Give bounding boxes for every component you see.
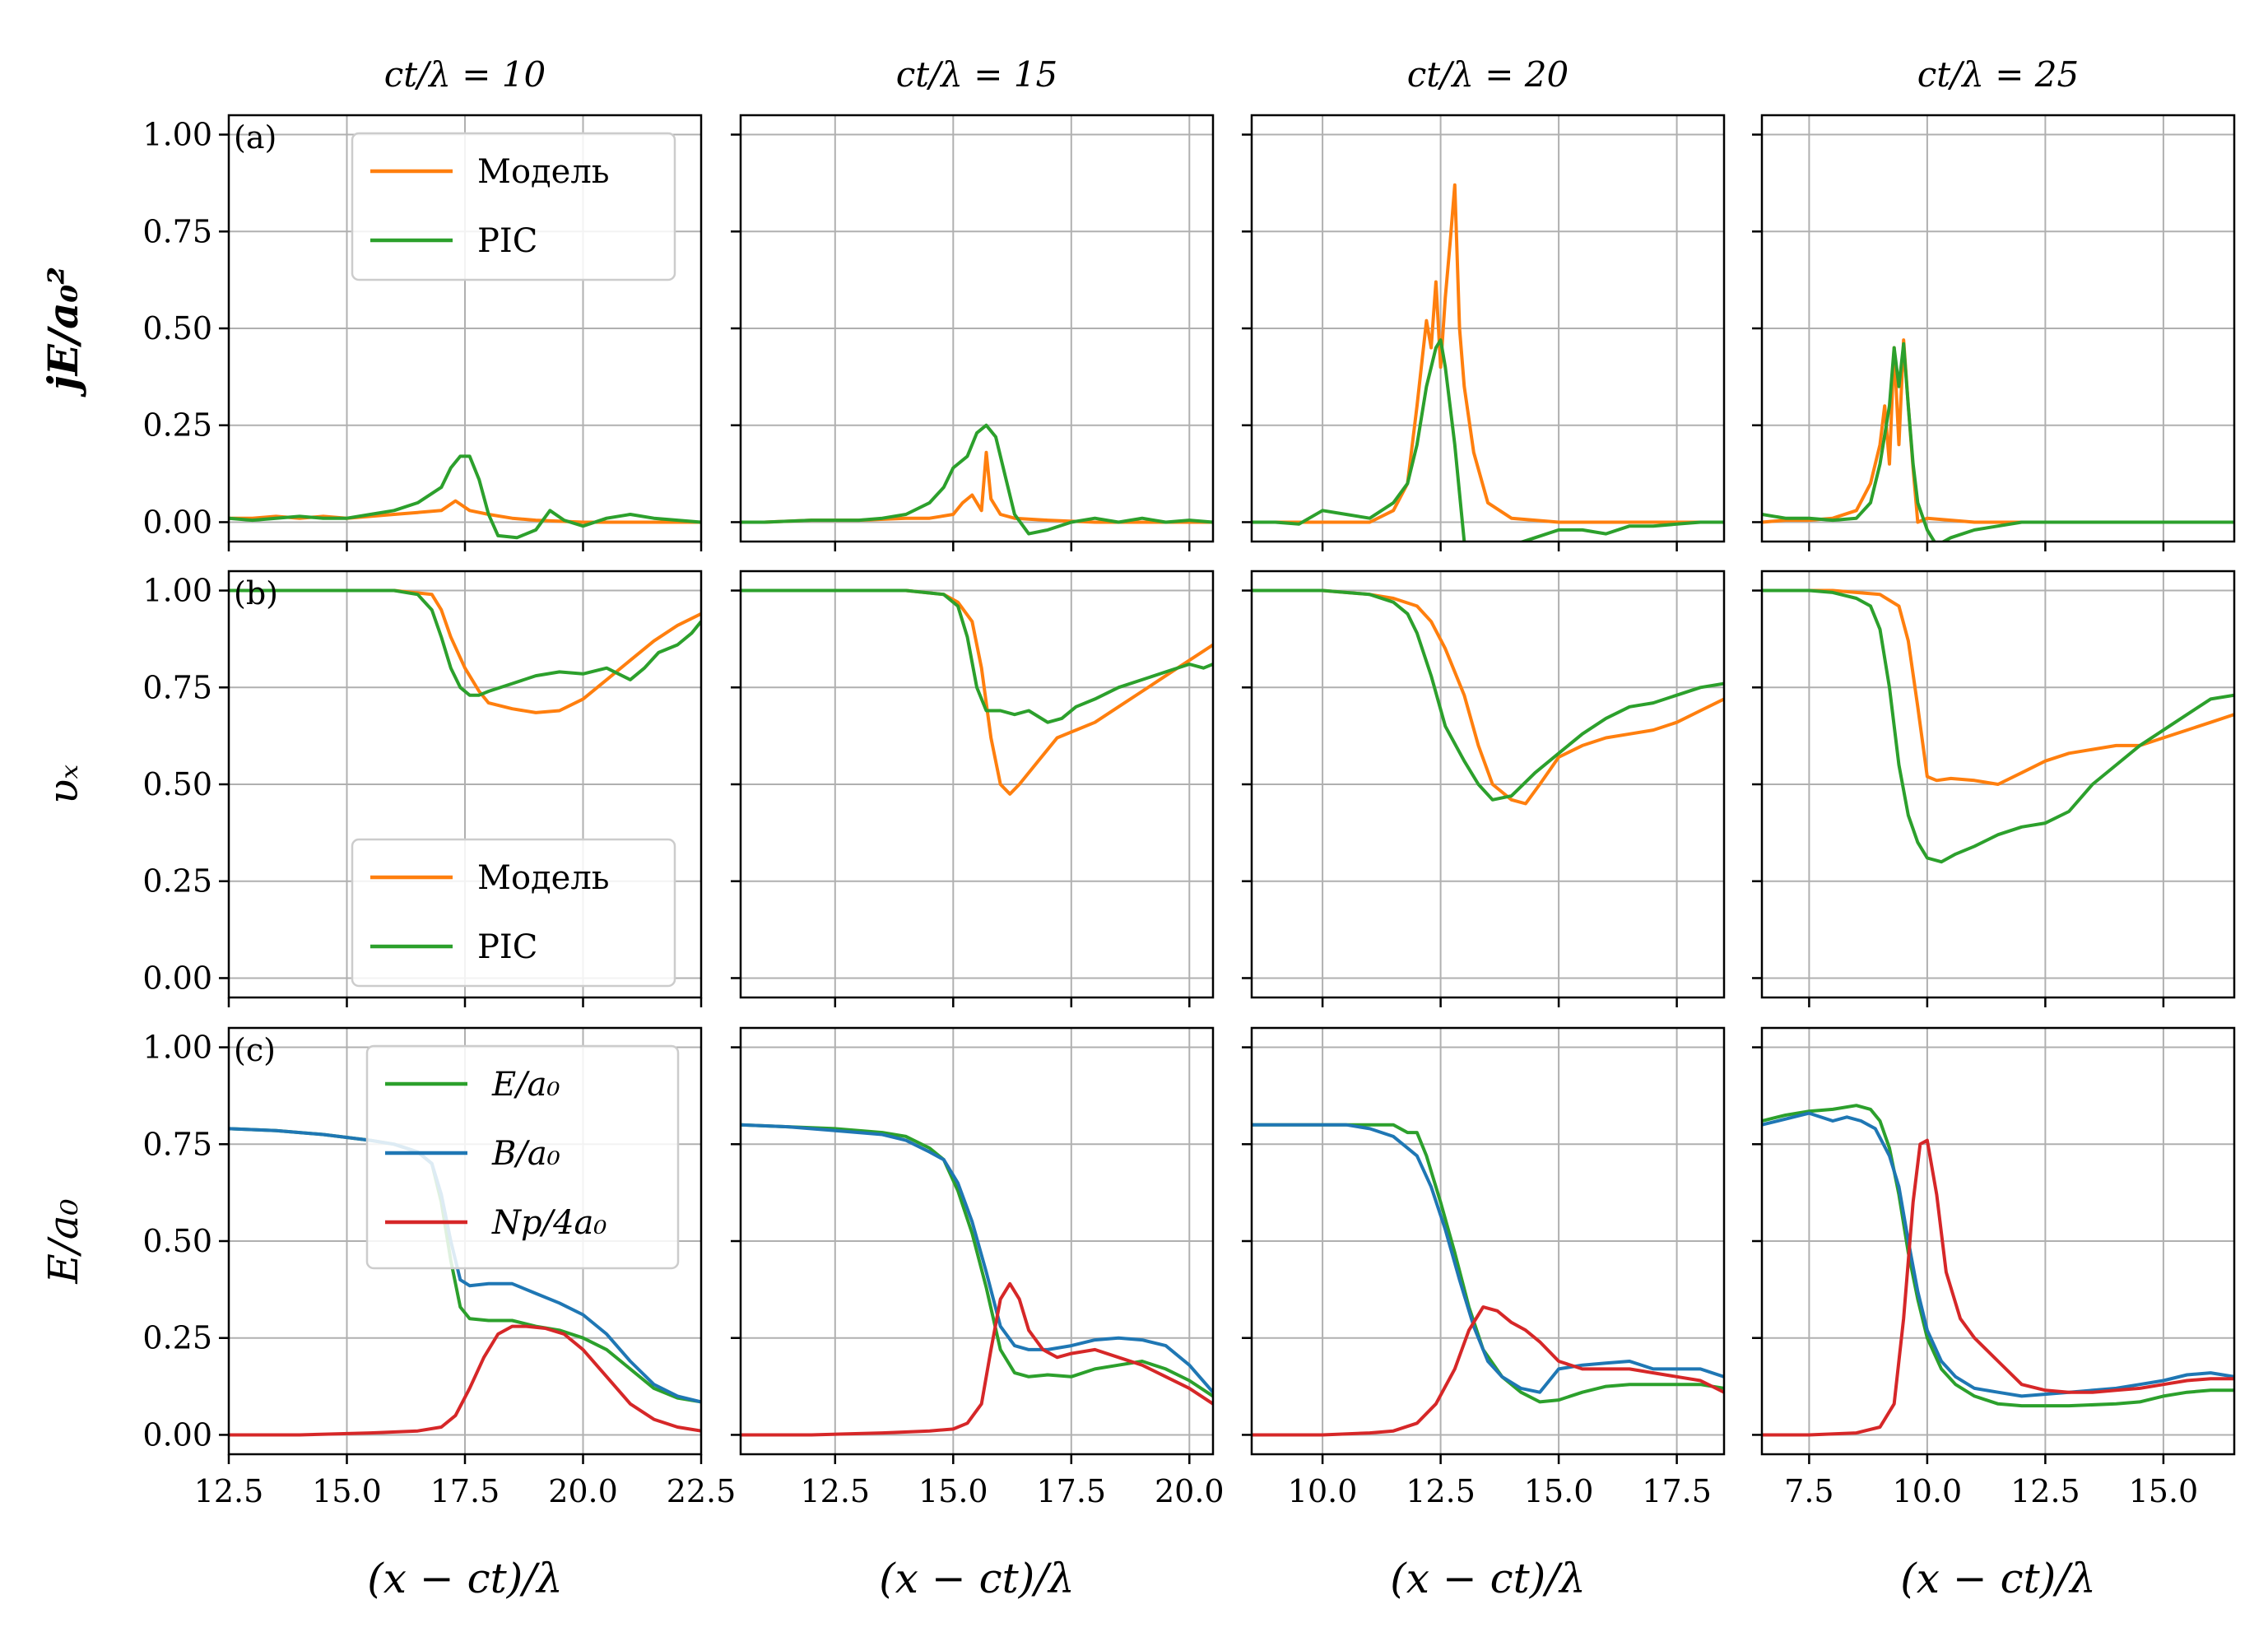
panel-r2-c0: 12.5 15.0 17.5 20.0 22.5 0.00 0.25 0.50 0.75 1.00… <box>142 1026 737 1509</box>
y-tick-label: 1.00 <box>142 1030 212 1066</box>
series-line-1 <box>741 1123 1213 1394</box>
series-line-0 <box>1762 588 2234 786</box>
x-axis-label-3: (x − ct)/λ <box>1900 1555 2096 1602</box>
x-tick-label: 12.5 <box>2010 1473 2080 1509</box>
legend: E/a₀ B/a₀ Np/4a₀ <box>365 1044 680 1270</box>
panel-label: (b) <box>234 575 278 611</box>
x-tick-label: 15.0 <box>918 1473 988 1509</box>
y-tick-label: 0.25 <box>142 863 212 900</box>
series-line-2 <box>1252 1305 1724 1437</box>
x-tick-label: 15.0 <box>1524 1473 1594 1509</box>
legend-entry: PIC <box>477 222 537 260</box>
panel-r2-c3: 7.5 10.0 12.5 15.0 <box>1752 1026 2236 1509</box>
x-tick-label: 17.5 <box>1642 1473 1712 1509</box>
x-tick-label: 17.5 <box>1036 1473 1106 1509</box>
y-tick-label: 1.00 <box>142 573 212 609</box>
y-tick-label: 0.50 <box>142 310 212 346</box>
y-tick-label: 0.00 <box>142 960 212 996</box>
column-title-3: ct/λ = 25 <box>1917 54 2080 95</box>
panels: 0.00 0.25 0.50 0.75 1.00 (a) Модель PIC 0.00 0.25… <box>142 114 2236 1509</box>
legend-entry: PIC <box>477 928 537 966</box>
panel-r0-c1 <box>731 114 1215 551</box>
x-tick-label: 12.5 <box>194 1473 264 1509</box>
y-axis-label-row-2: E/a₀ <box>40 1198 87 1284</box>
legend-entry: E/a₀ <box>491 1066 560 1104</box>
series-line-0 <box>1762 1104 2234 1408</box>
series-line-1 <box>741 423 1213 536</box>
legend-box <box>365 1044 680 1270</box>
x-tick-label: 12.5 <box>800 1473 870 1509</box>
series-line-0 <box>229 588 701 714</box>
series-line-2 <box>229 1324 701 1437</box>
series-line-1 <box>1762 588 2234 864</box>
column-title-0: ct/λ = 10 <box>384 54 546 95</box>
x-tick-label: 20.0 <box>1155 1473 1225 1509</box>
x-tick-label: 10.0 <box>1893 1473 1963 1509</box>
series-line-1 <box>229 588 701 697</box>
x-tick-label: 20.0 <box>548 1473 618 1509</box>
x-axis-label-1: (x − ct)/λ <box>879 1555 1075 1602</box>
panel-r2-c1: 12.5 15.0 17.5 20.0 <box>731 1026 1225 1509</box>
x-axis-label-2: (x − ct)/λ <box>1390 1555 1586 1602</box>
column-title-2: ct/λ = 20 <box>1407 54 1569 95</box>
column-title-1: ct/λ = 15 <box>896 54 1058 95</box>
panel-r1-c0: 0.00 0.25 0.50 0.75 1.00 (b) Модель PIC <box>142 570 703 1007</box>
figure-labels: ct/λ = 10 ct/λ = 15 ct/λ = 20 ct/λ = 25 … <box>39 54 2096 1602</box>
y-tick-label: 0.75 <box>142 1126 212 1162</box>
panel-label: (a) <box>234 119 277 156</box>
y-axis-label-row-1: υₓ <box>40 765 87 804</box>
series-line-0 <box>741 588 1213 796</box>
y-tick-label: 0.25 <box>142 407 212 444</box>
legend-entry: B/a₀ <box>491 1135 560 1173</box>
series-line-1 <box>1252 338 1724 542</box>
panel-r2-c2: 10.0 12.5 15.0 17.5 <box>1242 1026 1726 1509</box>
panel-r0-c0: 0.00 0.25 0.50 0.75 1.00 (a) Модель PIC <box>142 114 703 551</box>
legend-entry: Модель <box>477 153 610 191</box>
x-tick-label: 17.5 <box>430 1473 500 1509</box>
y-tick-label: 0.25 <box>142 1320 212 1356</box>
y-tick-label: 1.00 <box>142 117 212 153</box>
series-line-1 <box>1762 1111 2234 1398</box>
legend-entry: Модель <box>477 859 610 897</box>
y-axis-label-row-0: jE/a₀² <box>39 267 87 398</box>
legend-entry: Np/4a₀ <box>491 1204 607 1242</box>
panel-r1-c1 <box>731 570 1215 1007</box>
y-tick-label: 0.00 <box>142 504 212 540</box>
series-line-0 <box>1252 1123 1724 1404</box>
x-tick-label: 22.5 <box>667 1473 737 1509</box>
series-line-2 <box>741 1281 1213 1437</box>
y-tick-label: 0.50 <box>142 766 212 802</box>
series-line-0 <box>1252 183 1724 524</box>
x-tick-label: 12.5 <box>1406 1473 1476 1509</box>
y-tick-label: 0.75 <box>142 669 212 705</box>
legend: Модель PIC <box>351 132 676 281</box>
x-tick-label: 7.5 <box>1784 1473 1833 1509</box>
series-line-1 <box>1762 342 2234 542</box>
x-tick-label: 15.0 <box>312 1473 382 1509</box>
series-line-1 <box>1252 588 1724 802</box>
y-tick-label: 0.50 <box>142 1223 212 1259</box>
panel-r0-c3 <box>1752 114 2236 551</box>
series-line-2 <box>1762 1138 2234 1437</box>
series-line-1 <box>1252 1123 1724 1394</box>
x-tick-label: 10.0 <box>1288 1473 1358 1509</box>
series-line-0 <box>741 450 1213 524</box>
panel-r1-c3 <box>1752 570 2236 1007</box>
x-tick-label: 15.0 <box>2129 1473 2199 1509</box>
series-line-0 <box>741 1123 1213 1398</box>
panel-label: (c) <box>234 1032 276 1068</box>
series-line-0 <box>1252 588 1724 806</box>
panel-r0-c2 <box>1242 114 1726 551</box>
y-tick-label: 0.00 <box>142 1416 212 1453</box>
panel-r1-c2 <box>1242 570 1726 1007</box>
y-tick-label: 0.75 <box>142 213 212 249</box>
x-axis-label-0: (x − ct)/λ <box>367 1555 563 1602</box>
series-line-1 <box>229 454 701 540</box>
series-line-1 <box>741 588 1213 724</box>
legend: Модель PIC <box>351 838 676 988</box>
